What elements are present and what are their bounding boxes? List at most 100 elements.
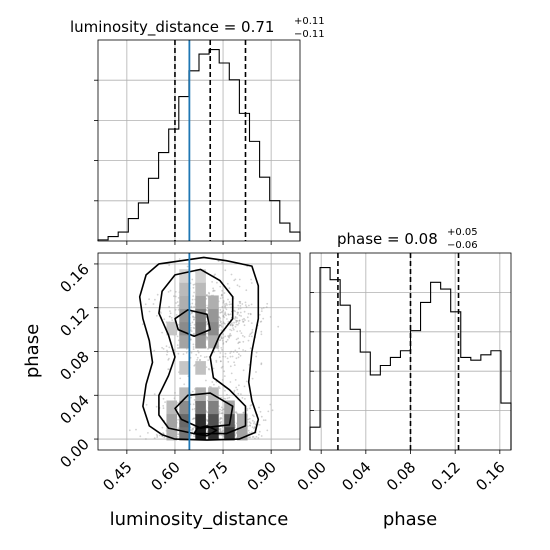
density-scatter-point [219, 339, 222, 341]
density-scatter-point [168, 346, 171, 349]
density-scatter-point [190, 330, 193, 332]
density-scatter-point [154, 298, 156, 301]
density-scatter-point [219, 352, 222, 354]
density-scatter-point [235, 323, 238, 326]
density-scatter-point [224, 355, 227, 358]
density-scatter-point [211, 381, 214, 383]
density-scatter-point [260, 415, 263, 418]
density-scatter-point [206, 436, 208, 439]
density-cell-11 [236, 413, 248, 428]
density-scatter-point [156, 314, 158, 317]
density-scatter-point [176, 435, 179, 438]
density-scatter-point [243, 336, 246, 338]
density-scatter-point [242, 320, 244, 323]
density-scatter-point [234, 433, 237, 436]
density-scatter-point [213, 351, 216, 354]
density-scatter-point [206, 323, 209, 326]
density-scatter-point [177, 339, 180, 342]
density-scatter-point [261, 307, 263, 310]
density-cell-31 [208, 308, 219, 323]
density-scatter-point [258, 424, 261, 426]
density-scatter-point [169, 289, 172, 292]
density-scatter-point [247, 320, 250, 322]
density-scatter-point [264, 419, 267, 422]
density-scatter-point [277, 325, 280, 328]
density-scatter-point [232, 328, 235, 331]
density-scatter-point [174, 308, 177, 311]
density-scatter-point [220, 320, 222, 323]
density-scatter-point [226, 393, 228, 396]
density-scatter-point [251, 426, 254, 429]
density-scatter-point [233, 391, 236, 393]
density-scatter-point [128, 429, 131, 432]
density-scatter-point [190, 351, 193, 354]
density-scatter-point [205, 294, 208, 297]
density-scatter-point [219, 417, 222, 420]
density-scatter-point [247, 429, 250, 432]
density-scatter-point [220, 294, 223, 297]
density-scatter-point [226, 304, 228, 306]
density-scatter-point [148, 310, 151, 313]
density-scatter-point [225, 308, 228, 311]
density-scatter-point [218, 339, 221, 342]
density-scatter-point [221, 426, 224, 428]
lum-title-sup: +0.11 [294, 16, 325, 27]
density-cell-7 [195, 413, 206, 428]
density-scatter-point [250, 282, 253, 284]
density-scatter-point [155, 405, 158, 408]
density-cell-12 [179, 400, 190, 415]
density-scatter-point [219, 309, 222, 311]
density-cell-38 [195, 269, 206, 283]
density-scatter-point [233, 321, 235, 324]
density-cell-5 [236, 426, 248, 441]
density-scatter-point [269, 316, 272, 318]
density-scatter-point [235, 436, 238, 439]
density-scatter-point [169, 315, 171, 318]
density-scatter-point [250, 322, 253, 324]
density-scatter-point [246, 407, 249, 410]
density-scatter-point [234, 349, 237, 352]
density-scatter-point [192, 333, 195, 336]
density-scatter-point [253, 426, 256, 428]
density-scatter-point [255, 435, 258, 438]
density-scatter-point [158, 434, 161, 437]
density-scatter-point [251, 377, 254, 380]
density-scatter-point [247, 312, 250, 315]
density-scatter-point [248, 436, 250, 439]
density-scatter-point [221, 412, 224, 414]
density-cell-24 [208, 334, 219, 349]
density-scatter-point [250, 404, 253, 406]
density-scatter-point [244, 350, 247, 352]
density-scatter-point [229, 381, 232, 383]
density-scatter-point [248, 304, 250, 307]
density-scatter-point [193, 291, 196, 294]
density-scatter-point [230, 372, 233, 375]
density-scatter-point [162, 405, 165, 407]
density-scatter-point [246, 316, 249, 319]
phase-title-sup: +0.05 [447, 227, 478, 238]
density-scatter-point [193, 323, 196, 326]
density-scatter-point [222, 343, 225, 345]
density-scatter-point [218, 356, 221, 359]
density-scatter-point [192, 346, 195, 348]
density-scatter-point [239, 302, 242, 305]
density-scatter-point [192, 348, 195, 350]
density-scatter-point [259, 410, 262, 413]
density-scatter-point [224, 389, 226, 392]
density-scatter-point [153, 437, 156, 439]
density-scatter-point [247, 339, 250, 342]
density-scatter-point [221, 430, 224, 433]
density-scatter-point [223, 375, 226, 377]
density-scatter-point [177, 418, 180, 421]
density-scatter-point [241, 397, 244, 399]
density-scatter-point [179, 377, 182, 380]
density-scatter-point [218, 316, 221, 319]
density-scatter-point [255, 355, 258, 358]
density-scatter-point [208, 385, 211, 388]
density-scatter-point [228, 301, 231, 303]
density-scatter-point [171, 319, 174, 321]
density-cell-14 [208, 400, 219, 415]
phase-x-tick-label-3: 0.12 [428, 458, 464, 494]
density-scatter-point [253, 415, 255, 418]
